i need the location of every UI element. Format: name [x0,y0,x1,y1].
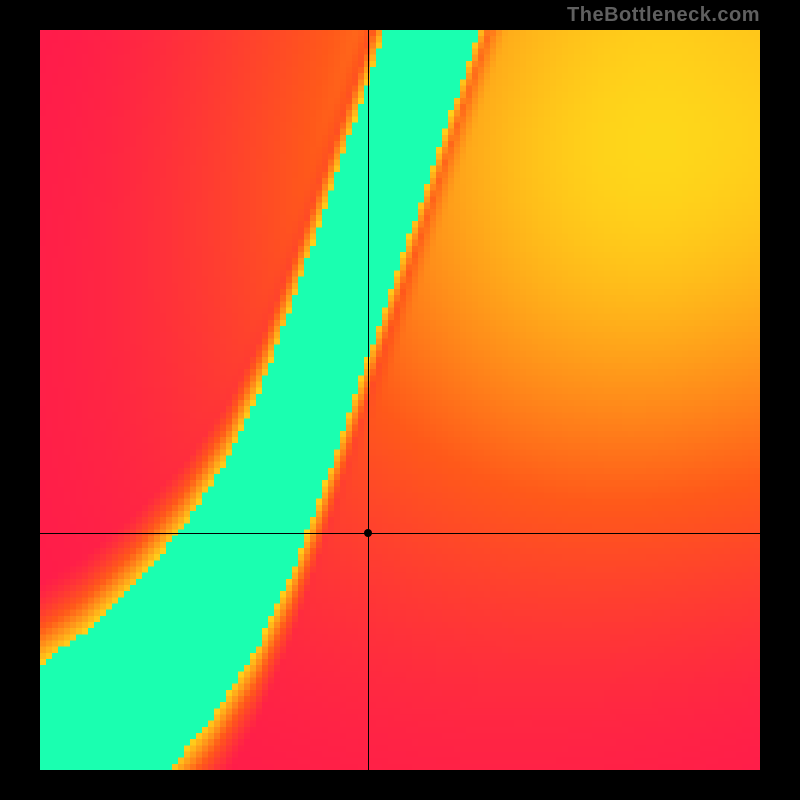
selection-marker-dot [364,529,372,537]
crosshair-horizontal [40,533,760,534]
watermark-text: TheBottleneck.com [567,4,760,27]
crosshair-vertical [368,30,369,770]
stage: TheBottleneck.com [0,0,800,800]
bottleneck-heatmap [40,30,760,770]
